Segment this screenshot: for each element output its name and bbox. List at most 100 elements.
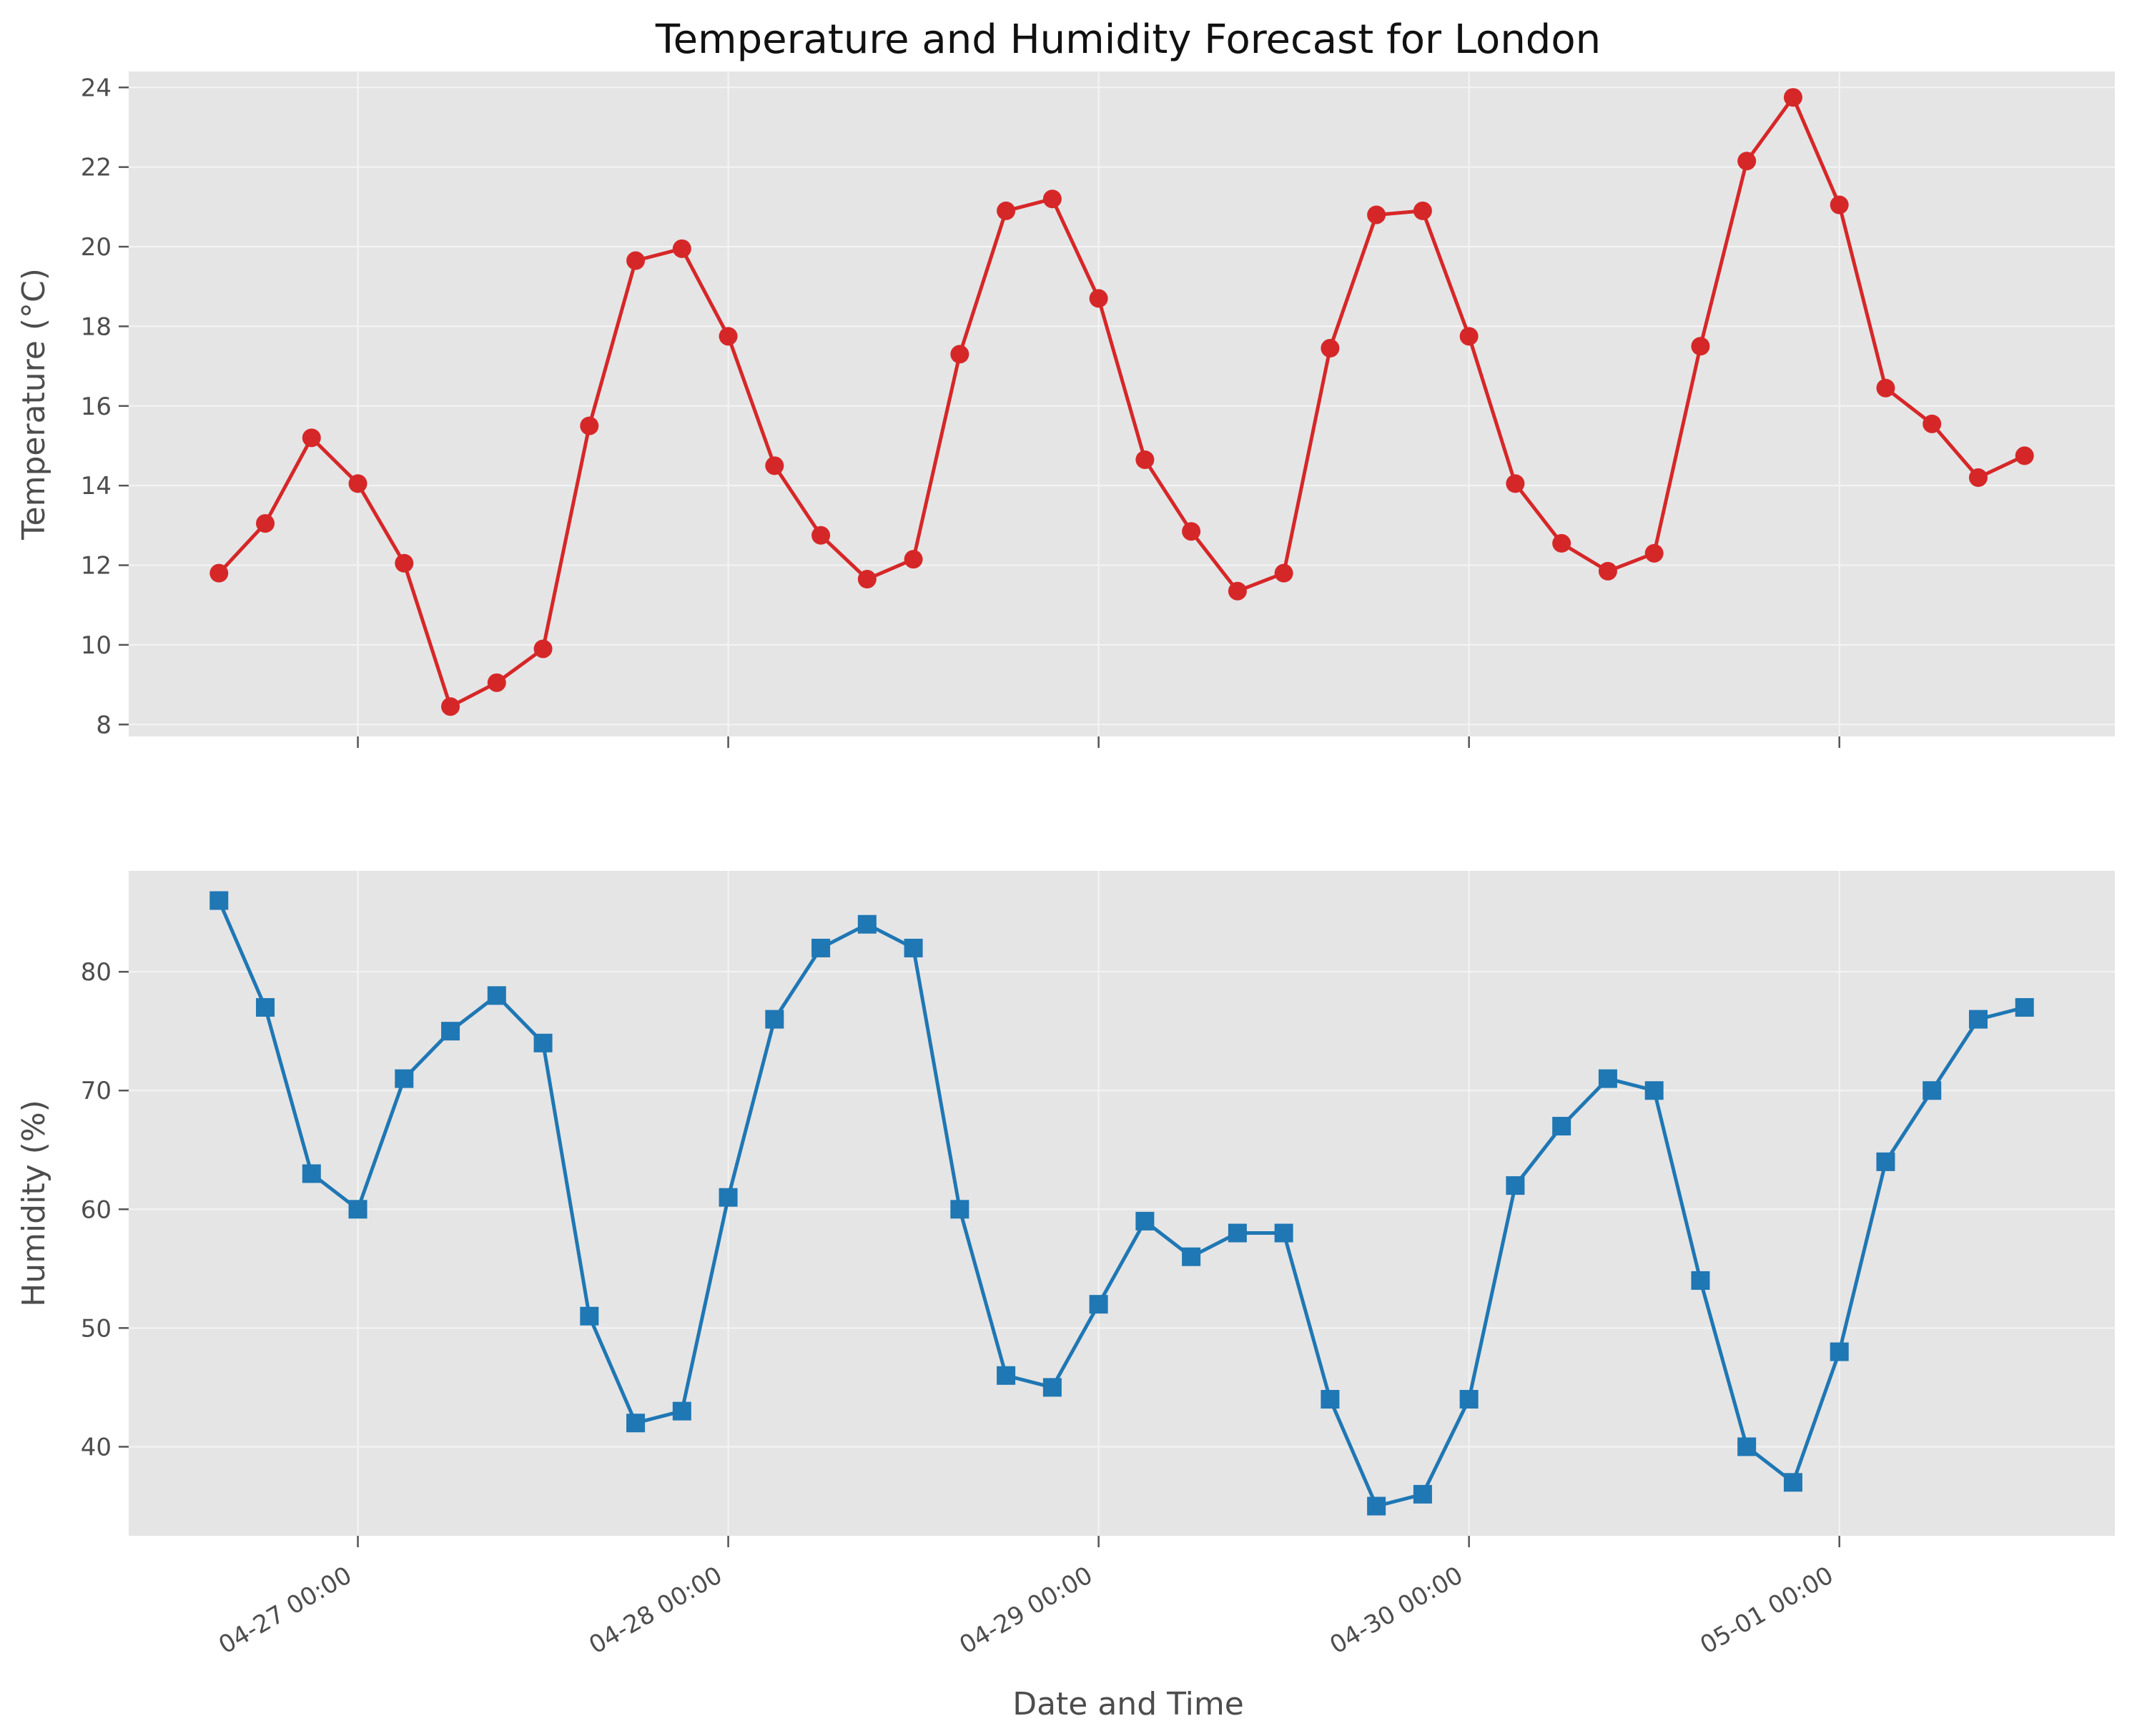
data-point [1783, 1473, 1802, 1492]
data-point [811, 526, 831, 545]
data-point [626, 1414, 646, 1433]
data-point [1413, 201, 1432, 220]
y-tick-label: 40 [81, 1433, 112, 1461]
data-point [1876, 378, 1895, 398]
y-axis-label: Humidity (%) [16, 1100, 52, 1307]
data-point [1089, 289, 1108, 308]
data-point [302, 1164, 321, 1183]
data-point [1274, 1223, 1293, 1243]
data-point [1321, 339, 1340, 358]
data-point [1135, 1211, 1155, 1231]
data-point [1968, 1010, 1988, 1029]
data-point [626, 251, 646, 270]
data-point [256, 997, 275, 1017]
data-point [997, 1366, 1016, 1385]
data-point [580, 416, 599, 435]
data-point [1042, 1378, 1062, 1397]
temperature-panel: 8 10 12 14 16 18 20 22 24 Temperature (°C) [16, 71, 2115, 748]
data-point [1089, 1295, 1108, 1314]
x-tick-label: 04-28 00:00 [584, 1561, 727, 1659]
data-point [950, 1200, 969, 1219]
y-tick-label: 24 [81, 74, 112, 102]
series-line [217, 95, 2025, 709]
data-point [1598, 561, 1617, 581]
y-tick-label: 10 [81, 631, 112, 660]
y-tick-label: 8 [96, 711, 112, 739]
data-point [765, 1010, 784, 1029]
chart-title: Temperature and Humidity Forecast for Lo… [655, 16, 1601, 63]
data-point [2015, 997, 2034, 1017]
data-point [811, 938, 831, 957]
data-point [1737, 1437, 1757, 1456]
data-point [719, 1188, 738, 1207]
plot-background [129, 71, 2115, 736]
data-point [1876, 1152, 1895, 1171]
data-point [1274, 563, 1293, 583]
data-point [302, 428, 321, 448]
data-point [672, 239, 691, 258]
data-point [2015, 446, 2034, 465]
data-point [395, 553, 414, 573]
x-axis-label: Date and Time [1012, 1686, 1244, 1722]
data-point [1598, 1069, 1617, 1088]
data-point [441, 697, 460, 716]
data-point [1367, 205, 1386, 225]
data-point [487, 986, 506, 1005]
data-point [1923, 1081, 1942, 1100]
data-point [533, 1033, 553, 1052]
data-point [1691, 337, 1710, 356]
data-point [1830, 195, 1849, 214]
data-point [1182, 522, 1201, 541]
data-point [1644, 1081, 1664, 1100]
data-point [1367, 1496, 1386, 1516]
data-point [857, 914, 877, 934]
y-tick-label: 16 [81, 393, 112, 421]
data-point [1783, 88, 1802, 107]
x-tick-label: 04-29 00:00 [954, 1561, 1097, 1659]
data-point [441, 1022, 460, 1041]
data-point [765, 456, 784, 475]
y-tick-label: 14 [81, 472, 112, 500]
data-point [1506, 1176, 1525, 1195]
data-point [1644, 543, 1664, 563]
data-point [672, 1401, 691, 1421]
x-tick-label: 05-01 00:00 [1695, 1561, 1838, 1659]
data-point [1830, 1342, 1849, 1361]
y-tick-label: 18 [81, 312, 112, 341]
data-point [1459, 327, 1479, 346]
x-tick-label: 04-27 00:00 [214, 1561, 357, 1659]
y-tick-label: 12 [81, 552, 112, 581]
data-point [950, 345, 969, 364]
data-point [1968, 468, 1988, 488]
data-point [395, 1069, 414, 1088]
y-tick-label: 60 [81, 1195, 112, 1224]
data-point [1413, 1484, 1432, 1504]
data-point [1552, 533, 1571, 553]
data-point [1228, 1223, 1247, 1243]
series-line [217, 899, 2025, 1508]
y-tick-label: 50 [81, 1314, 112, 1343]
data-point [533, 639, 553, 659]
data-point [1691, 1271, 1710, 1290]
data-point [904, 550, 923, 569]
data-point [1228, 581, 1247, 601]
y-tick-label: 70 [81, 1077, 112, 1105]
y-tick-label: 80 [81, 958, 112, 987]
data-point [1459, 1390, 1479, 1409]
plot-background [129, 871, 2115, 1536]
humidity-panel: 40 50 60 70 80 04-27 00:00 04-28 00:00 04-29 00… [16, 871, 2115, 1660]
data-point [209, 891, 229, 910]
data-point [1737, 152, 1757, 171]
data-point [209, 563, 229, 583]
y-axis-label: Temperature (°C) [16, 268, 52, 541]
data-point [1182, 1247, 1201, 1266]
data-point [1042, 189, 1062, 209]
data-point [857, 570, 877, 589]
data-point [997, 201, 1016, 220]
data-point [256, 514, 275, 533]
data-point [1552, 1117, 1571, 1136]
data-point [580, 1306, 599, 1326]
data-point [487, 673, 506, 692]
data-point [348, 1200, 367, 1219]
